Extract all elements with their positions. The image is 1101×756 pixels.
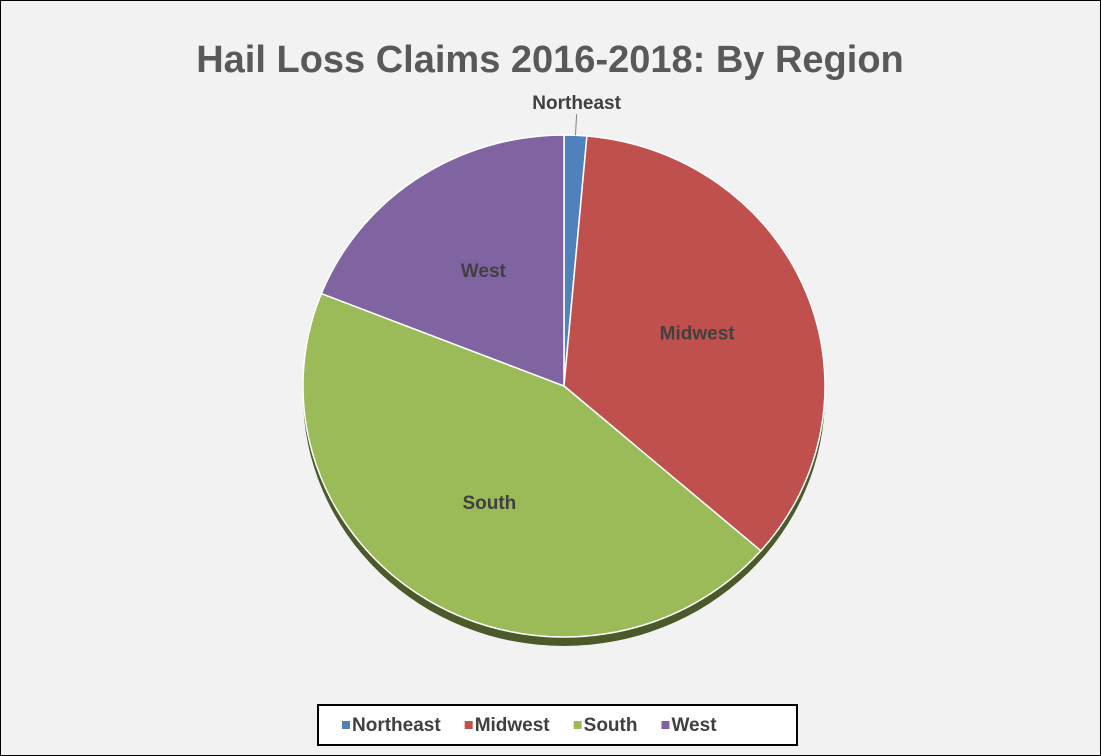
data-label: South: [462, 493, 516, 514]
pie-slice: [563, 135, 826, 552]
legend-label: South: [584, 715, 638, 736]
data-label: Northeast: [532, 93, 621, 114]
data-label: West: [461, 261, 507, 282]
legend-swatch: [573, 721, 582, 729]
leader-line: [574, 114, 578, 136]
legend-swatch: [661, 721, 670, 729]
legend-label: Midwest: [475, 715, 551, 736]
legend-box: [317, 704, 798, 746]
data-label: Midwest: [660, 323, 736, 344]
pie-slice: [302, 292, 762, 638]
chart-title: Hail Loss Claims 2016-2018: By Region: [196, 39, 904, 81]
legend-label: West: [671, 715, 717, 736]
legend: Northeast Midwest South West: [342, 715, 717, 736]
pie-slice: [320, 134, 565, 388]
pie: Northeast Midwest South West: [302, 93, 826, 646]
legend-label: Northeast: [352, 715, 441, 736]
legend-swatch: [342, 721, 350, 729]
legend-swatch: [464, 721, 473, 729]
